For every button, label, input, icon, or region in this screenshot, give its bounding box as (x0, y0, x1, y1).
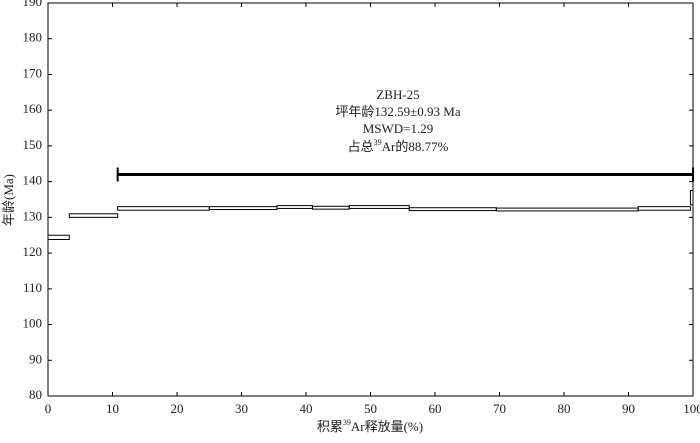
y-tick-label: 170 (23, 65, 43, 80)
y-tick-label: 130 (23, 208, 43, 223)
superscript: 39 (374, 138, 382, 147)
step-box (408, 207, 497, 212)
y-axis-label: 年龄(Ma) (1, 174, 16, 226)
y-tick-label: 110 (23, 280, 42, 295)
sample-name: ZBH-25 (376, 87, 419, 102)
text-part: 积累 (317, 419, 343, 434)
step-box (117, 206, 210, 211)
text-part: Ar释放量(%) (351, 419, 423, 434)
step-box (47, 234, 70, 241)
x-tick-label: 50 (364, 401, 377, 416)
y-tick-label: 180 (23, 30, 43, 45)
x-tick-label: 0 (45, 401, 52, 416)
x-tick-label: 40 (300, 401, 313, 416)
y-tick-label: 150 (23, 137, 43, 152)
x-tick-label: 100 (683, 401, 700, 416)
plot-frame (47, 2, 694, 397)
step-box (68, 213, 119, 218)
superscript: 39 (343, 418, 351, 427)
text-part: 占总 (348, 139, 374, 154)
step-box (276, 205, 313, 209)
y-tick-label: 80 (29, 387, 42, 402)
plateau-age: 坪年龄132.59±0.93 Ma (335, 104, 460, 119)
x-tick-label: 90 (622, 401, 635, 416)
y-tick-label: 90 (29, 351, 42, 366)
x-tick-label: 60 (429, 401, 442, 416)
plateau-fraction: 占总39Ar的88.77% (348, 138, 449, 154)
mswd: MSWD=1.29 (363, 121, 434, 136)
x-axis-label: 积累39Ar释放量(%) (317, 418, 423, 434)
x-tick-label: 70 (493, 401, 506, 416)
text-part: Ar的88.77% (382, 139, 449, 154)
y-tick-label: 120 (23, 244, 43, 259)
step-box (689, 190, 694, 206)
x-tick-label: 10 (106, 401, 119, 416)
step-box (637, 206, 691, 211)
x-tick-label: 80 (558, 401, 571, 416)
y-tick-label: 160 (23, 101, 43, 116)
step-box (208, 206, 278, 211)
step-box (348, 205, 410, 209)
y-tick-label: 140 (23, 173, 43, 188)
x-tick-label: 30 (235, 401, 248, 416)
y-tick-label: 190 (23, 0, 43, 9)
y-tick-label: 100 (23, 316, 43, 331)
step-box (311, 205, 350, 210)
step-box (495, 207, 639, 212)
x-tick-label: 20 (171, 401, 184, 416)
